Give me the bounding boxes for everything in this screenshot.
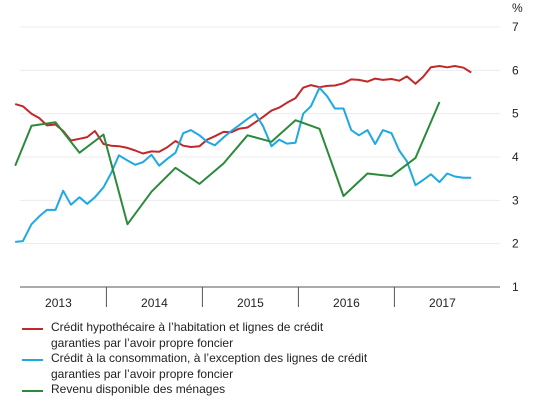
series-line-consumer-credit [15, 88, 471, 242]
legend-swatch-mortgage [22, 328, 43, 330]
legend-label-consumer-credit-line1: Crédit à la consommation, à l’exception … [51, 351, 367, 367]
legend-item-disposable-income: Revenu disponible des ménages [22, 382, 532, 398]
y-tick-label-5: 5 [512, 107, 519, 121]
chart: 1 2 3 4 5 6 7 2013 2014 2015 2016 2017 % [0, 0, 544, 320]
horizontal-gridlines [20, 27, 500, 244]
y-tick-label-6: 6 [512, 63, 519, 77]
y-tick-label-7: 7 [512, 20, 519, 34]
series-line-disposable-income [15, 102, 439, 224]
y-tick-label-2: 2 [512, 237, 519, 251]
y-tick-label-3: 3 [512, 193, 519, 207]
legend-label-mortgage-line1: Crédit hypothécaire à l’habitation et li… [51, 320, 323, 336]
legend-label-mortgage-line2: garanties par l’avoir propre foncier [51, 336, 323, 352]
x-tick-label-2016: 2016 [333, 296, 360, 310]
x-tick-label-2014: 2014 [141, 296, 168, 310]
legend-label-consumer-credit-line2: garanties par l’avoir propre foncier [51, 367, 367, 383]
y-tick-label-4: 4 [512, 150, 519, 164]
legend: Crédit hypothécaire à l’habitation et li… [22, 320, 532, 398]
unit-label: % [512, 1, 523, 15]
legend-swatch-disposable-income [22, 390, 43, 392]
x-tick-label-2015: 2015 [237, 296, 264, 310]
legend-item-mortgage: Crédit hypothécaire à l’habitation et li… [22, 320, 532, 351]
legend-item-consumer-credit: Crédit à la consommation, à l’exception … [22, 351, 532, 382]
x-tick-label-2013: 2013 [45, 296, 72, 310]
series-lines [15, 66, 471, 242]
x-tick-label-2017: 2017 [429, 296, 456, 310]
y-tick-labels: 1 2 3 4 5 6 7 [512, 20, 519, 294]
legend-swatch-consumer-credit [22, 359, 43, 361]
legend-label-disposable-income: Revenu disponible des ménages [51, 382, 225, 398]
y-tick-label-1: 1 [512, 280, 519, 294]
